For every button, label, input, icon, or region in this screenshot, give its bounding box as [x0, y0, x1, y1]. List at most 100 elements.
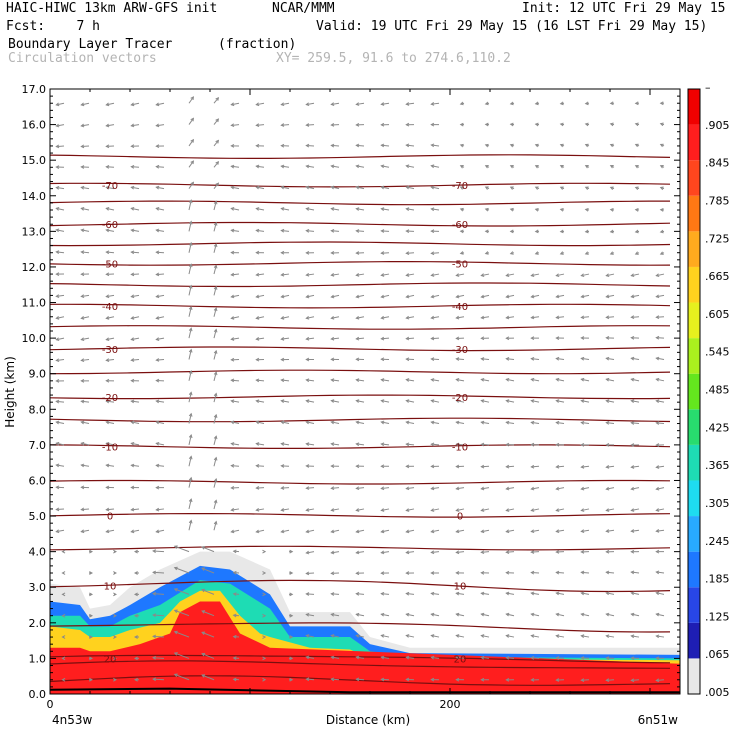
vector-head	[580, 549, 585, 554]
vector-head	[232, 656, 237, 661]
vector-head	[330, 464, 335, 468]
vector-head	[534, 143, 539, 148]
vector-head	[405, 122, 410, 127]
circulation-vector	[556, 508, 565, 512]
vector-head	[455, 529, 460, 534]
circulation-vector	[356, 613, 365, 617]
circulation-vector	[81, 421, 90, 425]
vector-head	[455, 315, 460, 320]
circulation-vector	[556, 316, 565, 319]
circulation-vector	[381, 400, 390, 403]
tracer-layer	[50, 601, 680, 694]
vector-head	[630, 549, 635, 554]
vector-head	[559, 165, 564, 169]
circulation-vector	[81, 358, 90, 361]
circulation-vector	[331, 208, 340, 211]
circulation-vector	[356, 102, 365, 105]
vector-head	[634, 229, 639, 234]
vector-head	[289, 592, 294, 597]
circulation-vector	[531, 529, 540, 533]
y-tick-label: 7.0	[29, 439, 47, 452]
vector-head	[459, 186, 464, 190]
colorbar-label: .905	[705, 119, 730, 132]
vector-head	[188, 455, 193, 460]
vector-head	[555, 336, 560, 340]
vector-head	[480, 464, 485, 469]
vector-head	[61, 613, 66, 618]
circulation-vector	[174, 631, 190, 638]
vector-head	[580, 570, 585, 575]
vector-head	[215, 96, 220, 101]
vector-head	[609, 251, 614, 255]
vector-head	[534, 122, 539, 127]
circulation-vector	[656, 508, 665, 511]
vector-head	[89, 549, 94, 554]
circulation-vector	[306, 316, 315, 319]
vector-head	[530, 420, 535, 425]
vector-head	[480, 294, 485, 299]
vector-head	[255, 486, 260, 490]
vector-head	[430, 229, 435, 234]
circulation-vector	[106, 316, 115, 319]
vector-head	[289, 571, 294, 575]
vector-head	[201, 631, 206, 635]
circulation-vector	[188, 520, 192, 531]
circulation-vector	[656, 571, 665, 574]
vector-head	[659, 165, 664, 169]
circulation-vector	[331, 487, 340, 489]
y-tick-label: 17.0	[22, 83, 47, 96]
circulation-vector	[331, 529, 340, 533]
vector-head	[405, 143, 410, 148]
colorbar-swatch	[688, 658, 700, 694]
xy-range: XY= 259.5, 91.6 to 274.6,110.2	[276, 51, 511, 66]
vector-head	[405, 529, 410, 534]
vector-head	[133, 549, 138, 554]
vector-head	[455, 464, 460, 469]
circulation-vector	[153, 593, 165, 595]
vector-head	[305, 634, 310, 638]
circulation-vector	[188, 456, 192, 467]
vector-head	[130, 102, 135, 107]
vector-head	[230, 507, 235, 512]
vector-head	[133, 613, 138, 618]
vector-head	[80, 294, 85, 299]
vector-head	[213, 200, 218, 205]
circulation-vector	[174, 567, 190, 574]
circulation-vector	[456, 273, 465, 277]
vector-head	[80, 272, 85, 277]
vector-head	[55, 102, 60, 107]
vector-head	[61, 592, 66, 597]
circulation-vector	[306, 337, 315, 340]
vector-head	[262, 571, 267, 575]
vector-head	[213, 243, 218, 248]
circulation-vector	[306, 230, 315, 232]
circulation-vector	[381, 144, 390, 147]
circulation-vector	[406, 252, 415, 254]
vector-head	[188, 241, 193, 246]
circulation-vector	[231, 465, 240, 467]
circulation-vector	[231, 102, 240, 106]
circulation-vector	[256, 186, 265, 190]
colorbar-label: .305	[705, 497, 730, 510]
theta-contour	[50, 369, 671, 375]
vector-head	[630, 421, 635, 425]
vector-head	[255, 102, 260, 107]
circulation-vector	[56, 400, 65, 403]
circulation-vector	[306, 572, 315, 575]
vector-head	[80, 463, 85, 468]
circulation-vector	[431, 634, 440, 638]
circulation-vector	[156, 229, 165, 232]
vector-head	[580, 591, 585, 596]
circulation-vector	[331, 593, 340, 595]
vector-head	[80, 123, 85, 128]
vector-head	[580, 442, 585, 447]
circulation-vector	[431, 551, 440, 554]
theta-contour	[50, 182, 671, 188]
circulation-vector	[381, 208, 390, 211]
vector-head	[305, 207, 310, 211]
circulation-vector	[281, 102, 290, 106]
vector-head	[584, 165, 589, 169]
vector-head	[232, 549, 237, 554]
y-tick-label: 6.0	[29, 474, 47, 487]
vector-head	[555, 612, 560, 617]
